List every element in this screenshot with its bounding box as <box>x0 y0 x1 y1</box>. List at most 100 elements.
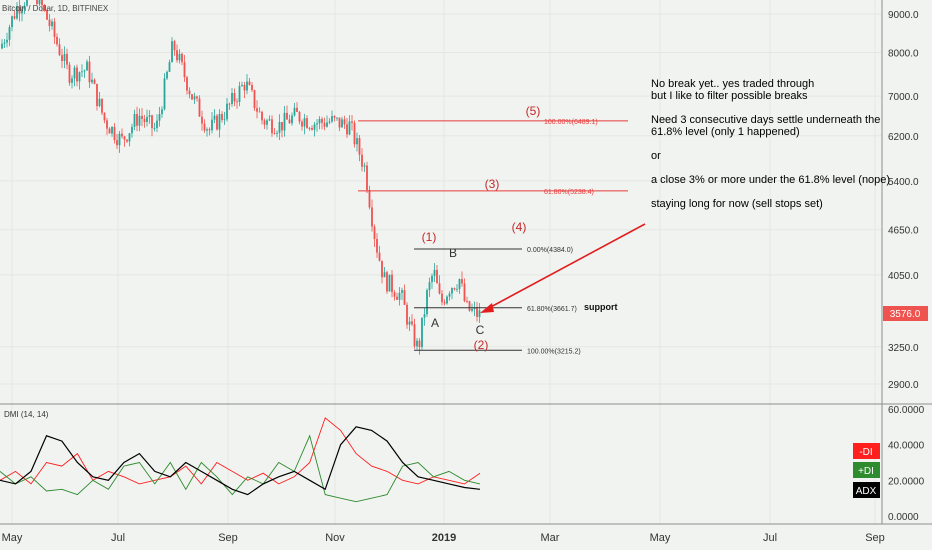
candle-body <box>318 118 321 124</box>
candle-body <box>83 70 86 72</box>
candle-body <box>106 120 108 129</box>
wave-label: (4) <box>512 220 527 234</box>
candle-body <box>183 62 186 78</box>
candle-body <box>218 114 221 130</box>
candle-body <box>111 126 113 134</box>
candle-body <box>278 122 281 133</box>
fib-label: 61.80%(5238.4) <box>544 189 594 196</box>
price-tick-label: 6200.0 <box>888 132 919 143</box>
candle-body <box>53 21 56 37</box>
candle-body <box>226 103 228 120</box>
candle-body <box>143 118 146 122</box>
price-axis[interactable]: 9000.0 8000.0 7000.0 6200.0 5400.0 4650.0 4050… <box>888 10 919 391</box>
price-tick-label: 4650.0 <box>888 226 919 237</box>
candle-body <box>68 64 71 83</box>
candle-body <box>76 67 78 82</box>
time-tick-label: 2019 <box>432 532 456 544</box>
candle-body <box>181 53 183 63</box>
time-tick-label: May <box>650 532 671 544</box>
dmi-tick-label: 40.0000 <box>888 441 925 452</box>
candle-body <box>151 115 153 129</box>
candle-body <box>73 67 76 79</box>
candle-body <box>261 111 263 121</box>
candle-body <box>468 301 471 311</box>
candle-body <box>11 16 13 28</box>
candle-body <box>368 190 371 208</box>
candle-body <box>436 269 438 284</box>
candle-body <box>193 96 196 100</box>
dmi-legend: -DI +DI ADX <box>853 443 880 498</box>
fib-label: 0.00%(4384.0) <box>527 247 573 254</box>
candle-body <box>343 119 346 125</box>
candle-body <box>41 0 43 6</box>
annotation-note[interactable]: No break yet.. yes traded through but I … <box>651 78 891 222</box>
candle-body <box>166 71 168 79</box>
dmi-series-line <box>0 434 481 503</box>
candle-body <box>176 50 178 61</box>
wave-label: (1) <box>422 230 437 244</box>
price-tick-label: 9000.0 <box>888 10 919 21</box>
candle-body <box>148 115 151 117</box>
candle-body <box>263 120 266 125</box>
candle-body <box>3 42 6 44</box>
candle-body <box>131 126 133 134</box>
note-line-4: a close 3% or more under the 61.8% level… <box>651 174 891 186</box>
candle-body <box>466 301 468 302</box>
candle-body <box>273 133 276 134</box>
candle-body <box>138 115 141 126</box>
candle-body <box>46 9 48 20</box>
wave-label: C <box>476 323 485 337</box>
candle-body <box>91 79 93 83</box>
candle-body <box>48 19 51 27</box>
candle-body <box>416 340 418 347</box>
candle-body <box>313 124 316 130</box>
time-axis[interactable]: May Jul Sep Nov 2019 Mar May Jul Sep <box>2 532 885 544</box>
candle-body <box>168 62 171 72</box>
symbol-header[interactable]: Bitcoin / Dollar, 1D, BITFINEX <box>2 4 109 13</box>
candle-body <box>298 111 301 122</box>
candle-body <box>386 272 388 292</box>
candle-body <box>16 5 18 19</box>
candle-body <box>51 21 53 27</box>
dmi-tick-label: 60.0000 <box>888 405 925 416</box>
candle-body <box>141 115 143 119</box>
candle-body <box>173 41 176 51</box>
candle-body <box>293 107 296 116</box>
candle-body <box>146 116 148 122</box>
dmi-series-line <box>0 426 481 496</box>
candle-body <box>393 292 396 297</box>
note-line-5: staying long for now (sell stops set) <box>651 198 823 210</box>
time-tick-label: Mar <box>541 532 560 544</box>
time-tick-label: Jul <box>111 532 125 544</box>
candle-body <box>103 112 106 121</box>
candle-body <box>371 207 373 227</box>
dmi-legend-label: -DI <box>859 447 872 458</box>
candle-body <box>361 154 363 167</box>
candle-body <box>93 79 96 84</box>
candle-body <box>196 96 198 99</box>
candle-body <box>376 238 378 253</box>
candle-body <box>113 126 116 141</box>
price-tick-label: 5400.0 <box>888 177 919 188</box>
candle-body <box>243 84 246 91</box>
fib-levels[interactable]: 100.00%(6489.1) 61.80%(5238.4) 0.00%(4384.… <box>358 119 628 355</box>
candle-body <box>418 340 421 348</box>
candle-body <box>18 5 21 14</box>
price-tick-label: 2900.0 <box>888 380 919 391</box>
red-arrow[interactable] <box>480 223 646 313</box>
candle-body <box>98 98 101 107</box>
candle-body <box>411 321 413 325</box>
candle-body <box>66 53 68 65</box>
candle-body <box>461 279 463 284</box>
dmi-title: DMI (14, 14) <box>4 410 49 419</box>
candle-body <box>1 43 3 49</box>
candle-body <box>291 115 293 124</box>
candle-body <box>316 123 318 125</box>
last-price-value: 3576.0 <box>890 309 921 320</box>
candle-body <box>336 117 338 119</box>
candle-body <box>21 9 23 14</box>
price-tick-label: 3250.0 <box>888 343 919 354</box>
dmi-legend-swatch <box>853 443 880 459</box>
candle-body <box>443 302 446 304</box>
